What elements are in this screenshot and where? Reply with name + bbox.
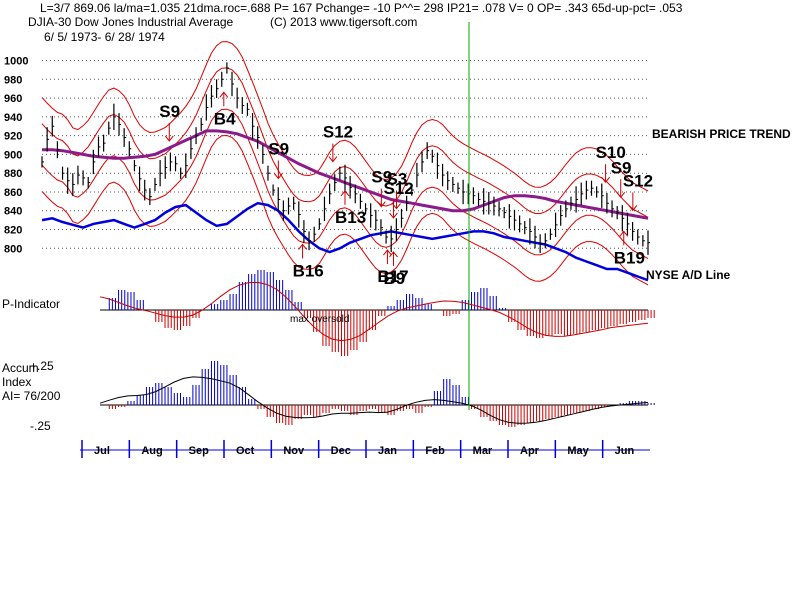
band-line: [41, 108, 649, 260]
month-axis: Jul Aug Sep Oct Nov Dec Jan Feb Mar Apr May Jun: [80, 440, 650, 458]
max-oversold-label: max oversold: [290, 314, 349, 325]
sell-signal-label: S3: [387, 170, 408, 189]
p-indicator-panel: [99, 270, 655, 356]
price-axis: 1000 980 960 940 920 900 880 860 840 820 800: [4, 56, 28, 256]
sell-signal-label: S12: [383, 179, 413, 198]
price-grid: [42, 60, 648, 249]
accum-value-label: AI= 76/200: [2, 389, 61, 403]
header-stats: L=3/7 869.06 la/ma=1.035 21dma.roc=.688 …: [40, 1, 683, 15]
signal-arrowhead: [389, 212, 398, 219]
sell-signal-label: S9: [268, 139, 289, 158]
buy-signal-label: B9: [383, 269, 405, 288]
month-label: Nov: [283, 445, 305, 457]
month-label: Jan: [378, 445, 397, 457]
price-tick-label: 820: [4, 225, 22, 237]
price-tick-label: 900: [4, 149, 22, 161]
buy-signal-label: B13: [335, 208, 366, 227]
price-tick-label: 980: [4, 74, 22, 86]
sell-signal-label: S9: [159, 102, 180, 121]
month-label: Jul: [94, 445, 110, 457]
signal-arrowhead: [273, 173, 283, 180]
month-label: May: [567, 445, 589, 457]
price-tick-label: 920: [4, 131, 22, 143]
ad-line: [41, 201, 649, 282]
signal-arrowhead: [389, 251, 398, 258]
price-tick-label: 880: [4, 168, 22, 180]
signal-arrowhead: [376, 201, 386, 208]
chart-title: DJIA-30 Dow Jones Industrial Average: [28, 15, 234, 29]
month-label: Oct: [236, 445, 255, 457]
sell-signal-label: S9: [371, 168, 392, 187]
buy-signal-label: B17: [377, 267, 408, 286]
price-tick-label: 960: [4, 93, 22, 105]
signal-arrowhead: [164, 135, 174, 142]
month-label: Sep: [189, 445, 209, 457]
signal-arrowhead: [298, 243, 307, 250]
p-indicator-label: P-Indicator: [2, 297, 60, 311]
signal-arrowhead: [340, 190, 350, 197]
price-tick-label: 1000: [4, 56, 28, 68]
price-bars: [41, 62, 650, 255]
sell-signal-label: S12: [623, 171, 653, 190]
accum-tick-bottom: -.25: [30, 419, 51, 433]
month-label: Apr: [520, 445, 540, 457]
signal-arrowhead: [392, 203, 401, 210]
signal-arrowhead: [219, 91, 229, 98]
signal-arrowhead: [628, 205, 638, 212]
signal-arrowhead: [616, 191, 626, 199]
sell-signal-label: S10: [596, 143, 626, 162]
month-label: Aug: [141, 445, 162, 457]
price-tick-label: 800: [4, 243, 22, 255]
price-tick-label: 860: [4, 187, 22, 199]
sell-signal-label: S12: [323, 123, 353, 142]
copyright: (C) 2013 www.tigersoft.com: [270, 15, 417, 29]
buy-signal-label: B16: [293, 261, 324, 280]
band-line: [41, 41, 649, 192]
buy-signal-label: B19: [614, 248, 645, 267]
signal-arrowhead: [619, 230, 629, 237]
accum-tick-top: +.25: [30, 359, 54, 373]
price-tick-label: 940: [4, 112, 22, 124]
p-indicator-ma: [99, 281, 649, 342]
month-label: Jun: [615, 445, 635, 457]
trend-label: BEARISH PRICE TREND: [652, 127, 791, 141]
signal-arrowhead: [383, 249, 392, 256]
month-label: Feb: [425, 445, 445, 457]
accum-title-2: Index: [2, 375, 31, 389]
sell-signal-label: S9: [611, 158, 632, 177]
accum-index-panel: [99, 361, 655, 427]
month-label: Mar: [473, 445, 493, 457]
month-label: Dec: [331, 445, 351, 457]
band-line: [41, 134, 649, 286]
ad-line-label: NYSE A/D Line: [646, 268, 731, 282]
signal-arrowhead: [328, 156, 338, 163]
date-range: 6/ 5/ 1973- 6/ 28/ 1974: [44, 30, 165, 44]
ad-series-line: [41, 201, 649, 282]
accum-title-1: Accum: [2, 361, 39, 375]
signal-arrowhead: [601, 176, 610, 184]
price-tick-label: 840: [4, 206, 22, 218]
buy-signal-label: B4: [214, 109, 236, 128]
accum-ma: [99, 376, 649, 424]
